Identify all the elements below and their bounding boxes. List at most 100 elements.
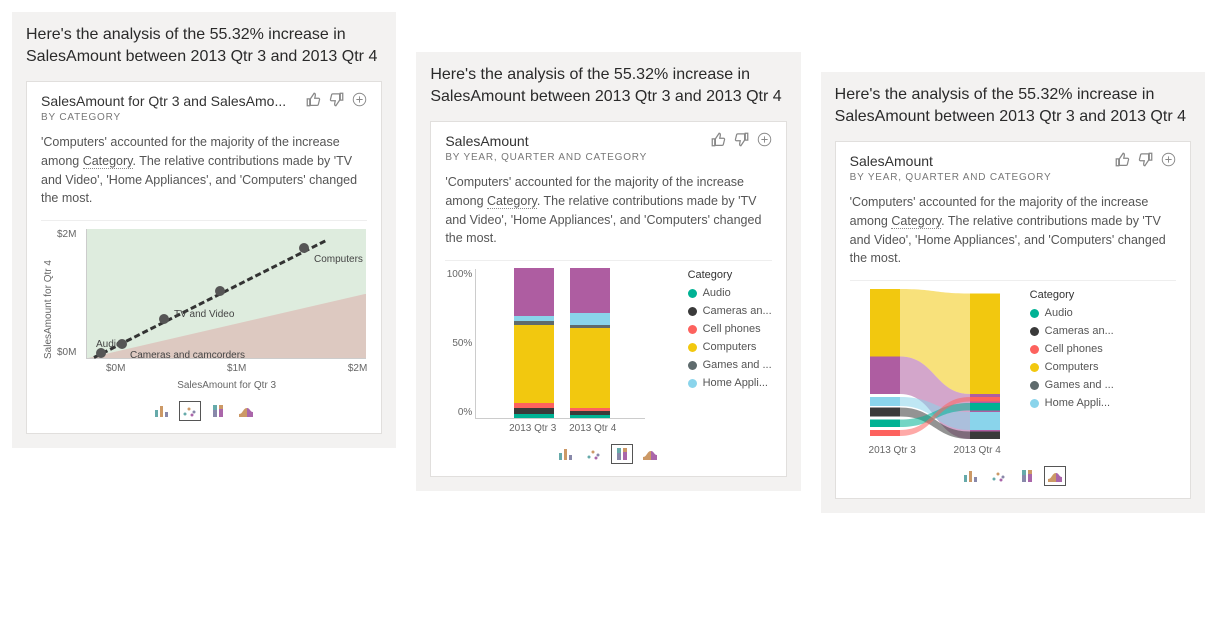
scatter-point[interactable] xyxy=(299,243,309,253)
legend-item[interactable]: Games and ... xyxy=(1030,379,1114,391)
legend-swatch-icon xyxy=(688,307,697,316)
thumbs-down-icon[interactable] xyxy=(734,132,749,150)
divider xyxy=(41,220,367,221)
legend-item[interactable]: Cameras an... xyxy=(1030,325,1114,337)
scatter-point[interactable] xyxy=(215,286,225,296)
bar-segment xyxy=(570,415,610,418)
card-subtitle: BY YEAR, QUARTER AND CATEGORY xyxy=(850,172,1176,183)
thumbs-down-icon[interactable] xyxy=(1138,152,1153,170)
legend-swatch-icon xyxy=(688,379,697,388)
legend-item[interactable]: Home Appli... xyxy=(688,377,772,389)
chart-type-ribbon-button[interactable] xyxy=(639,444,661,464)
divider xyxy=(445,260,771,261)
legend-item[interactable]: Computers xyxy=(688,341,772,353)
chart-type-column-button[interactable] xyxy=(151,401,173,421)
y-tick: 100% xyxy=(447,269,473,280)
legend-item[interactable]: Cameras an... xyxy=(688,305,772,317)
thumbs-up-icon[interactable] xyxy=(1115,152,1130,170)
add-icon[interactable] xyxy=(757,132,772,150)
legend-swatch-icon xyxy=(1030,381,1039,390)
chart-type-scatter-button[interactable] xyxy=(583,444,605,464)
legend-item[interactable]: Cell phones xyxy=(1030,343,1114,355)
card-body: 'Computers' accounted for the majority o… xyxy=(445,173,771,248)
card-body: 'Computers' accounted for the majority o… xyxy=(850,193,1176,268)
thumbs-down-icon[interactable] xyxy=(329,92,344,110)
bar-segment xyxy=(514,414,554,419)
legend-label: Computers xyxy=(1045,361,1099,373)
legend-item[interactable]: Audio xyxy=(1030,307,1114,319)
card-title: SalesAmount for Qtr 3 and SalesAmo... xyxy=(41,93,286,109)
stacked-bar[interactable] xyxy=(570,268,610,418)
legend-swatch-icon xyxy=(688,289,697,298)
bar-segment xyxy=(570,328,610,408)
chart-type-scatter-button[interactable] xyxy=(179,401,201,421)
x-axis-label: SalesAmount for Qtr 3 xyxy=(86,380,367,391)
intro-text: Here's the analysis of the 55.32% increa… xyxy=(835,84,1191,127)
legend-label: Games and ... xyxy=(703,359,772,371)
chart-type-selector xyxy=(445,444,771,464)
scatter-point-label: Computers xyxy=(314,254,363,265)
legend-label: Cameras an... xyxy=(703,305,772,317)
legend-swatch-icon xyxy=(1030,363,1039,372)
intro-text: Here's the analysis of the 55.32% increa… xyxy=(430,64,786,107)
x-label: 2013 Qtr 4 xyxy=(563,423,623,434)
card-title: SalesAmount xyxy=(445,133,528,149)
legend-swatch-icon xyxy=(688,325,697,334)
scatter-point-label: TV and Video xyxy=(174,309,234,320)
chart-type-stacked-button[interactable] xyxy=(611,444,633,464)
chart-type-column-button[interactable] xyxy=(960,466,982,486)
card-title: SalesAmount xyxy=(850,153,933,169)
legend-swatch-icon xyxy=(1030,399,1039,408)
insight-card: SalesAmount BY YEAR, QUARTER AND CATEGOR… xyxy=(835,141,1191,499)
y-tick: 0% xyxy=(458,407,472,418)
insight-panel-1: Here's the analysis of the 55.32% increa… xyxy=(12,12,396,448)
thumbs-up-icon[interactable] xyxy=(711,132,726,150)
y-tick: $2M xyxy=(57,229,76,240)
scatter-point-label: Cameras and camcorders xyxy=(130,350,245,361)
scatter-point[interactable] xyxy=(117,339,127,349)
chart-type-column-button[interactable] xyxy=(555,444,577,464)
x-label: 2013 Qtr 3 xyxy=(869,445,916,456)
chart-type-stacked-button[interactable] xyxy=(1016,466,1038,486)
legend-item[interactable]: Home Appli... xyxy=(1030,397,1114,409)
card-subtitle: BY CATEGORY xyxy=(41,112,367,123)
legend-item[interactable]: Computers xyxy=(1030,361,1114,373)
legend-title: Category xyxy=(688,269,772,281)
insight-card: SalesAmount for Qtr 3 and SalesAmo... BY… xyxy=(26,81,382,434)
insight-card: SalesAmount BY YEAR, QUARTER AND CATEGOR… xyxy=(430,121,786,477)
legend: Category AudioCameras an...Cell phonesCo… xyxy=(1030,289,1114,456)
legend-item[interactable]: Games and ... xyxy=(688,359,772,371)
y-tick: 50% xyxy=(452,338,472,349)
chart-type-scatter-button[interactable] xyxy=(988,466,1010,486)
legend-label: Audio xyxy=(703,287,731,299)
chart-type-ribbon-button[interactable] xyxy=(1044,466,1066,486)
scatter-point[interactable] xyxy=(159,314,169,324)
x-label: 2013 Qtr 4 xyxy=(954,445,1001,456)
x-tick: $1M xyxy=(227,363,246,374)
add-icon[interactable] xyxy=(1161,152,1176,170)
legend-item[interactable]: Cell phones xyxy=(688,323,772,335)
add-icon[interactable] xyxy=(352,92,367,110)
chart-type-selector xyxy=(850,466,1176,486)
chart-type-stacked-button[interactable] xyxy=(207,401,229,421)
legend-swatch-icon xyxy=(1030,309,1039,318)
insight-panel-2: Here's the analysis of the 55.32% increa… xyxy=(416,52,800,491)
legend-item[interactable]: Audio xyxy=(688,287,772,299)
stacked-bar[interactable] xyxy=(514,268,554,418)
legend-label: Computers xyxy=(703,341,757,353)
chart-type-ribbon-button[interactable] xyxy=(235,401,257,421)
bar-segment xyxy=(514,325,554,403)
thumbs-up-icon[interactable] xyxy=(306,92,321,110)
y-tick: $0M xyxy=(57,347,76,358)
bar-segment xyxy=(570,268,610,313)
legend-label: Cell phones xyxy=(703,323,761,335)
legend-label: Home Appli... xyxy=(703,377,768,389)
legend: Category Audio Cameras an... Cell phones Co… xyxy=(688,269,772,434)
chart-type-selector xyxy=(41,401,367,421)
legend-swatch-icon xyxy=(1030,345,1039,354)
x-label: 2013 Qtr 3 xyxy=(503,423,563,434)
scatter-chart: SalesAmount for Qtr 4 $2M$0M AudioCamera… xyxy=(41,229,367,391)
legend-label: Cameras an... xyxy=(1045,325,1114,337)
ribbon-chart: 2013 Qtr 32013 Qtr 4 Category AudioCamer… xyxy=(850,289,1176,456)
legend-swatch-icon xyxy=(688,343,697,352)
